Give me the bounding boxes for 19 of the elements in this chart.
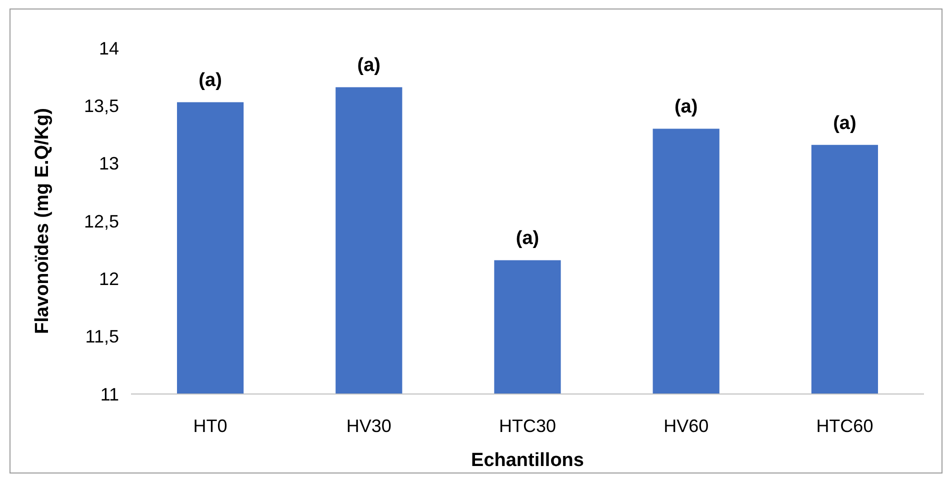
annotation: (a) <box>833 112 856 134</box>
x-axis-title: Echantillons <box>471 450 584 471</box>
y-tick-label: 11 <box>100 384 119 404</box>
x-tick-label: HTC60 <box>816 416 874 436</box>
annotation: (a) <box>674 96 698 118</box>
y-tick-label: 13,5 <box>84 96 119 116</box>
x-tick-label: HTC30 <box>498 416 556 436</box>
x-tick-label: HV30 <box>346 416 392 436</box>
y-tick-label: 13 <box>98 154 119 174</box>
annotation: (a) <box>357 55 381 76</box>
y-tick-label: 12,5 <box>84 211 119 232</box>
annotation: (a) <box>516 228 540 250</box>
y-tick-label: 11,5 <box>85 326 119 347</box>
y-tick-label: 14 <box>98 38 119 58</box>
y-axis-title: Flavonoïdes (mg E.Q/Kg) <box>32 108 53 334</box>
y-tick-label: 12 <box>98 268 119 289</box>
x-tick-label: HV60 <box>664 416 709 436</box>
x-tick-label: HT0 <box>193 416 228 436</box>
annotation: (a) <box>198 70 222 92</box>
